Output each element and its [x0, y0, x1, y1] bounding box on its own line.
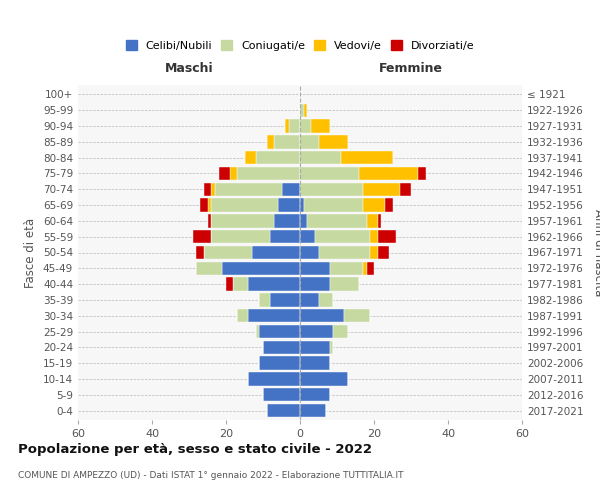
- Bar: [211, 214, 274, 228]
- Bar: [378, 246, 389, 259]
- Bar: [271, 230, 300, 243]
- Bar: [256, 151, 300, 164]
- Bar: [300, 198, 304, 212]
- Bar: [300, 135, 319, 148]
- Bar: [211, 230, 271, 243]
- Bar: [259, 325, 300, 338]
- Bar: [226, 278, 233, 291]
- Bar: [334, 325, 348, 338]
- Y-axis label: Fasce di età: Fasce di età: [25, 218, 37, 288]
- Bar: [300, 230, 315, 243]
- Bar: [300, 372, 348, 386]
- Bar: [378, 230, 396, 243]
- Bar: [266, 404, 300, 417]
- Bar: [378, 214, 382, 228]
- Bar: [315, 230, 370, 243]
- Bar: [400, 182, 411, 196]
- Bar: [204, 182, 211, 196]
- Bar: [329, 340, 334, 354]
- Bar: [218, 167, 230, 180]
- Bar: [196, 246, 204, 259]
- Bar: [233, 278, 248, 291]
- Bar: [344, 309, 370, 322]
- Bar: [367, 214, 378, 228]
- Bar: [215, 182, 281, 196]
- Bar: [311, 120, 329, 133]
- Bar: [300, 182, 363, 196]
- Bar: [300, 104, 304, 117]
- Bar: [289, 120, 300, 133]
- Y-axis label: Anni di nascita: Anni di nascita: [592, 209, 600, 296]
- Bar: [319, 135, 348, 148]
- Bar: [263, 340, 300, 354]
- Bar: [329, 278, 359, 291]
- Bar: [248, 372, 300, 386]
- Bar: [237, 167, 300, 180]
- Bar: [300, 262, 329, 275]
- Bar: [363, 198, 385, 212]
- Bar: [208, 198, 211, 212]
- Bar: [300, 325, 334, 338]
- Bar: [363, 182, 400, 196]
- Bar: [300, 309, 344, 322]
- Bar: [211, 198, 278, 212]
- Bar: [256, 325, 259, 338]
- Bar: [285, 120, 289, 133]
- Bar: [341, 151, 392, 164]
- Bar: [300, 278, 329, 291]
- Bar: [248, 309, 300, 322]
- Bar: [359, 167, 418, 180]
- Legend: Celibi/Nubili, Coniugati/e, Vedovi/e, Divorziati/e: Celibi/Nubili, Coniugati/e, Vedovi/e, Di…: [125, 40, 475, 51]
- Bar: [223, 262, 300, 275]
- Bar: [370, 230, 378, 243]
- Bar: [208, 214, 211, 228]
- Text: COMUNE DI AMPEZZO (UD) - Dati ISTAT 1° gennaio 2022 - Elaborazione TUTTITALIA.IT: COMUNE DI AMPEZZO (UD) - Dati ISTAT 1° g…: [18, 470, 404, 480]
- Bar: [252, 246, 300, 259]
- Bar: [300, 151, 341, 164]
- Bar: [300, 340, 329, 354]
- Bar: [230, 167, 237, 180]
- Bar: [300, 388, 329, 402]
- Text: Maschi: Maschi: [164, 62, 214, 76]
- Bar: [281, 182, 300, 196]
- Bar: [237, 309, 248, 322]
- Bar: [370, 246, 378, 259]
- Bar: [367, 262, 374, 275]
- Bar: [274, 214, 300, 228]
- Bar: [304, 104, 307, 117]
- Bar: [385, 198, 392, 212]
- Bar: [363, 262, 367, 275]
- Bar: [319, 246, 370, 259]
- Bar: [300, 167, 359, 180]
- Bar: [300, 404, 326, 417]
- Text: Popolazione per età, sesso e stato civile - 2022: Popolazione per età, sesso e stato civil…: [18, 442, 372, 456]
- Bar: [304, 198, 363, 212]
- Bar: [259, 356, 300, 370]
- Bar: [307, 214, 367, 228]
- Bar: [211, 182, 215, 196]
- Bar: [271, 293, 300, 306]
- Bar: [248, 278, 300, 291]
- Bar: [267, 135, 274, 148]
- Bar: [278, 198, 300, 212]
- Bar: [300, 120, 311, 133]
- Bar: [418, 167, 426, 180]
- Bar: [204, 246, 252, 259]
- Bar: [245, 151, 256, 164]
- Bar: [196, 262, 223, 275]
- Bar: [319, 293, 334, 306]
- Bar: [259, 293, 271, 306]
- Bar: [300, 293, 319, 306]
- Bar: [200, 198, 208, 212]
- Bar: [300, 356, 329, 370]
- Bar: [274, 135, 300, 148]
- Bar: [263, 388, 300, 402]
- Bar: [300, 246, 319, 259]
- Bar: [193, 230, 211, 243]
- Bar: [329, 262, 363, 275]
- Bar: [300, 214, 307, 228]
- Text: Femmine: Femmine: [379, 62, 443, 76]
